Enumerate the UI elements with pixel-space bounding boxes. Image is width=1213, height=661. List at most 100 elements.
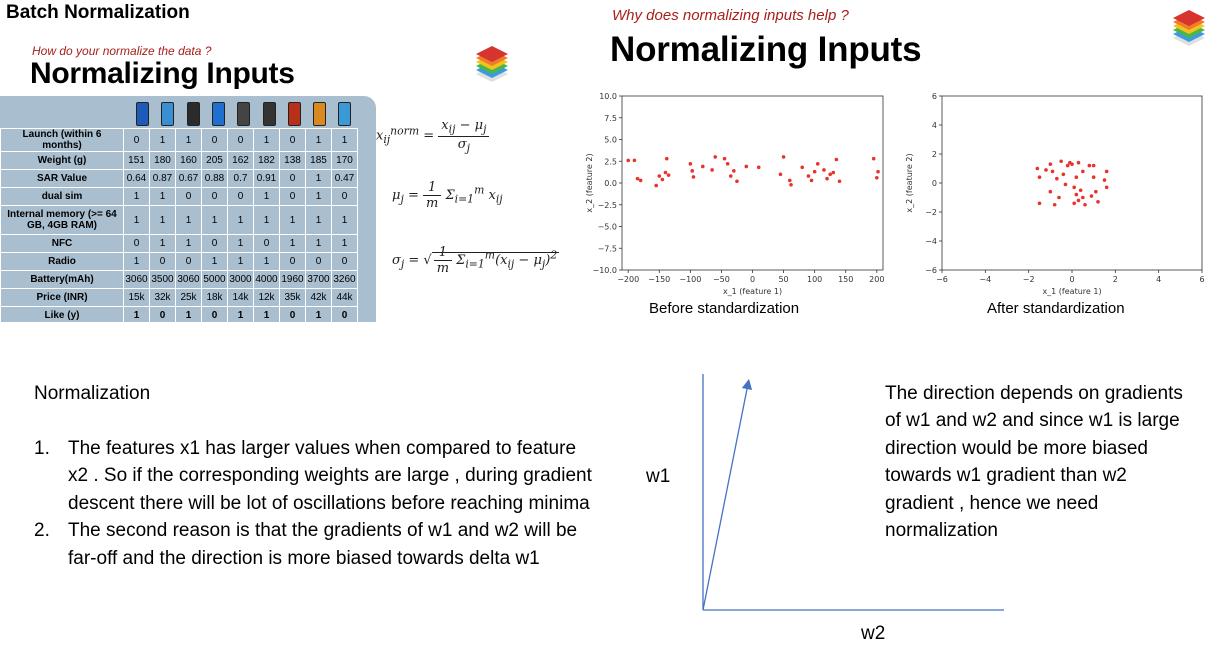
table-cell: 180 <box>149 151 176 170</box>
data-point <box>635 176 640 181</box>
data-point <box>1089 194 1094 198</box>
table-cell: 4000 <box>253 270 280 289</box>
row-label: Launch (within 6 months) <box>0 128 124 152</box>
data-point <box>638 178 643 183</box>
data-point <box>822 168 826 172</box>
data-point <box>660 177 665 182</box>
data-point <box>657 174 662 178</box>
table-cell: 151 <box>123 151 150 170</box>
normalization-heading: Normalization <box>34 383 151 404</box>
table-cell: 1 <box>175 205 202 235</box>
table-cell: 0 <box>175 252 202 271</box>
data-point <box>800 165 805 170</box>
x-tick-label: −100 <box>679 275 701 284</box>
plot-frame <box>941 95 1203 271</box>
data-point <box>666 173 671 177</box>
data-point <box>1083 202 1087 207</box>
data-point <box>787 178 792 183</box>
row-label: Weight (g) <box>0 151 124 170</box>
reasons-list: 1. The features x1 has larger values when… <box>34 435 594 572</box>
table-cell: 3060 <box>123 270 150 289</box>
table-row: SAR Value 0.64 0.87 0.67 0.88 0.7 0.91 0 1 0.47 <box>0 169 358 188</box>
x-tick-label: −4 <box>979 275 991 284</box>
table-cell: 3000 <box>227 270 254 289</box>
table-cell: 0 <box>253 234 280 253</box>
data-point <box>663 170 668 175</box>
data-point <box>1078 188 1083 193</box>
caption-before-standardization: Before standardization <box>649 300 800 317</box>
phone-image <box>237 102 251 126</box>
data-point <box>1076 160 1081 165</box>
y-tick-label: −7.5 <box>598 244 617 253</box>
table-cell: 1 <box>279 234 306 253</box>
data-point <box>632 158 637 163</box>
table-cell: 1 <box>149 234 176 253</box>
table-cell: 1 <box>331 205 358 235</box>
data-point <box>626 158 631 163</box>
row-label: Price (INR) <box>0 288 124 307</box>
phone-image <box>262 102 276 126</box>
table-cell: 0 <box>201 187 228 206</box>
data-point <box>722 156 727 161</box>
data-point <box>1037 201 1042 206</box>
data-point <box>756 165 761 170</box>
table-cell: 0 <box>149 306 176 322</box>
x-tick-label: 200 <box>869 275 884 284</box>
table-cell: 1 <box>253 205 280 235</box>
table-cell: 1 <box>123 205 150 235</box>
table-cell: 1 <box>123 187 150 206</box>
std-formula: σj = √ 1 m Σi=1m(xij − μj)2 <box>392 245 560 276</box>
data-point <box>700 164 705 169</box>
y-tick-label: 2 <box>932 150 937 159</box>
stack-logo-icon <box>1171 6 1207 48</box>
data-point <box>1052 202 1057 207</box>
phone-image <box>186 102 200 126</box>
data-point <box>1081 169 1085 174</box>
reason-text: The second reason is that the gradients … <box>68 520 578 569</box>
table-row: Internal memory (>= 64 GB, 4GB RAM) 1 1 1 1 1… <box>0 205 358 235</box>
table-cell: 1 <box>175 306 202 322</box>
table-cell: 15k <box>123 288 150 307</box>
data-point <box>828 172 832 177</box>
phone-image <box>287 102 301 126</box>
y-tick-label: 0 <box>932 179 937 188</box>
table-cell: 1 <box>305 169 332 188</box>
data-point <box>876 169 880 174</box>
gradient-direction-arrow <box>702 378 753 611</box>
table-cell: 0 <box>123 234 150 253</box>
plot-frame <box>621 95 884 271</box>
scatter-before-standardization: −200 −150 −100 −50 0 50 100 150 200 −10.0 −7.5 −5.0… <box>585 92 884 296</box>
data-point <box>1057 195 1061 200</box>
table-cell: 0 <box>305 252 332 271</box>
scatter-after-standardization: −6 −4 −2 0 2 4 6 −6 −4 −2 0 2 4 6 x_1 (feature 1) x_2 (… <box>905 92 1205 296</box>
y-tick-label: 2.5 <box>604 157 617 166</box>
table-cell: 3700 <box>305 270 332 289</box>
data-point <box>1091 175 1096 179</box>
data-point <box>1104 169 1109 174</box>
data-point <box>744 164 749 169</box>
table-cell: 0 <box>279 252 306 271</box>
table-cell: 162 <box>227 151 254 170</box>
y-tick-label: −4 <box>925 237 937 246</box>
table-cell: 1 <box>123 306 150 322</box>
row-label: NFC <box>0 234 124 253</box>
gradient-direction-diagram <box>702 374 1004 611</box>
table-cell: 170 <box>331 151 358 170</box>
table-cell: 1 <box>253 128 280 152</box>
phone-image <box>313 102 327 126</box>
table-cell: 1 <box>253 187 280 206</box>
table-row: Radio 1 0 0 1 1 1 0 0 0 <box>0 252 358 271</box>
table-cell: 1 <box>305 306 332 322</box>
data-point <box>789 182 793 187</box>
table-cell: 3060 <box>175 270 202 289</box>
data-point <box>1048 189 1053 194</box>
data-point <box>1081 195 1085 200</box>
row-label: Like (y) <box>0 306 124 322</box>
table-cell: 14k <box>227 288 254 307</box>
y-tick-label: −2 <box>925 208 937 217</box>
row-label: dual sim <box>0 187 124 206</box>
row-label: Radio <box>0 252 124 271</box>
table-row: Like (y) 1 0 1 0 1 1 0 1 0 <box>0 306 358 322</box>
table-cell: 1 <box>175 234 202 253</box>
data-point <box>806 174 811 178</box>
